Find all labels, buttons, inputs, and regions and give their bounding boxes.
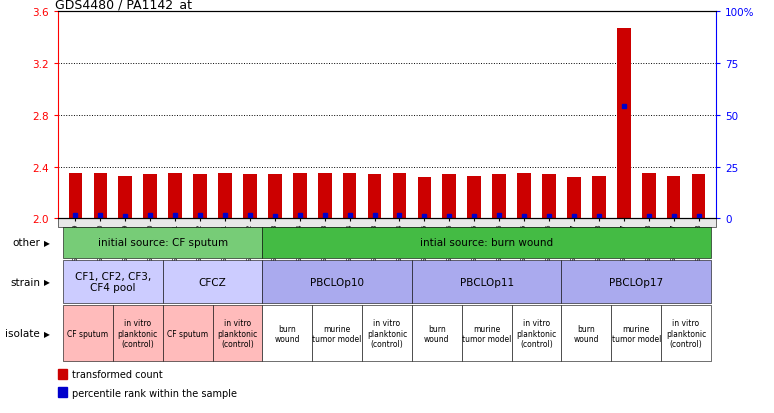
Text: burn
wound: burn wound	[574, 324, 599, 343]
Bar	[69, 174, 82, 219]
Text: murine
tumor model: murine tumor model	[611, 324, 661, 343]
Bar	[168, 174, 182, 219]
Bar	[268, 175, 282, 219]
Bar	[293, 174, 307, 219]
Text: percentile rank within the sample: percentile rank within the sample	[72, 387, 237, 398]
Text: burn
wound: burn wound	[275, 324, 300, 343]
Bar	[542, 175, 556, 219]
Text: in vitro
planktonic
(control): in vitro planktonic (control)	[516, 319, 557, 348]
Bar	[218, 174, 232, 219]
Text: PBCLOp11: PBCLOp11	[460, 277, 514, 287]
Text: CF sputum: CF sputum	[167, 329, 208, 338]
Bar	[592, 176, 606, 219]
Text: ▶: ▶	[44, 329, 50, 338]
Text: GDS4480 / PA1142_at: GDS4480 / PA1142_at	[55, 0, 192, 11]
Bar	[94, 174, 108, 219]
Bar	[343, 174, 357, 219]
Text: strain: strain	[10, 277, 40, 287]
Bar	[567, 178, 580, 219]
Bar	[118, 176, 132, 219]
Bar	[467, 176, 481, 219]
Bar	[417, 178, 431, 219]
Bar	[392, 174, 406, 219]
Text: CFCZ: CFCZ	[199, 277, 227, 287]
Text: CF1, CF2, CF3,
CF4 pool: CF1, CF2, CF3, CF4 pool	[75, 271, 151, 293]
Bar	[443, 175, 456, 219]
Bar	[194, 175, 207, 219]
Bar	[243, 175, 257, 219]
Text: murine
tumor model: murine tumor model	[462, 324, 512, 343]
Text: initial source: CF sputum: initial source: CF sputum	[98, 237, 228, 248]
Bar	[368, 175, 382, 219]
Text: intial source: burn wound: intial source: burn wound	[420, 237, 553, 248]
Bar	[666, 176, 680, 219]
Text: PBCLOp10: PBCLOp10	[310, 277, 364, 287]
Text: ▶: ▶	[44, 278, 50, 286]
Bar	[143, 175, 157, 219]
Bar	[617, 29, 631, 219]
Text: in vitro
planktonic
(control): in vitro planktonic (control)	[367, 319, 407, 348]
Text: PBCLOp17: PBCLOp17	[609, 277, 663, 287]
Text: other: other	[12, 237, 40, 248]
Bar	[517, 174, 531, 219]
Text: in vitro
planktonic
(control): in vitro planktonic (control)	[666, 319, 706, 348]
Text: isolate: isolate	[5, 328, 40, 339]
Text: murine
tumor model: murine tumor model	[313, 324, 362, 343]
Text: transformed count: transformed count	[72, 369, 163, 380]
Bar	[318, 174, 331, 219]
Bar	[692, 175, 705, 219]
Text: CF sputum: CF sputum	[67, 329, 108, 338]
Bar	[492, 175, 506, 219]
Text: burn
wound: burn wound	[424, 324, 450, 343]
Text: in vitro
planktonic
(control): in vitro planktonic (control)	[217, 319, 258, 348]
Text: in vitro
planktonic
(control): in vitro planktonic (control)	[118, 319, 158, 348]
Bar	[642, 174, 656, 219]
Text: ▶: ▶	[44, 238, 50, 247]
